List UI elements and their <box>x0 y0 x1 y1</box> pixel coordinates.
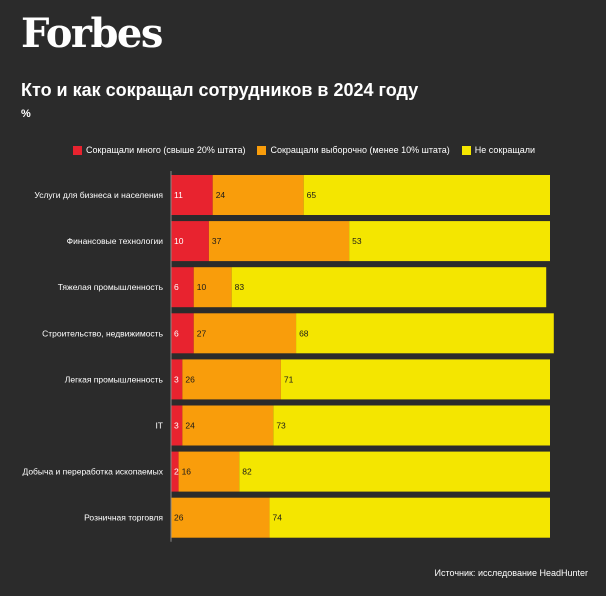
category-label: Тяжелая промышленность <box>58 282 164 292</box>
data-label: 26 <box>185 374 195 384</box>
legend-item-selective: Сокращали выборочно (менее 10% штата) <box>257 145 450 155</box>
bar-segment-0 <box>171 405 183 446</box>
bar-segment-2 <box>296 313 554 354</box>
bar-segment-0 <box>171 359 183 400</box>
data-label: 26 <box>174 513 184 523</box>
bar-segment-2 <box>231 267 547 308</box>
data-label: 37 <box>212 236 222 246</box>
data-label: 2 <box>174 467 179 477</box>
bar-segment-1 <box>171 497 270 538</box>
data-label: 73 <box>276 421 286 431</box>
bar-segment-0 <box>171 267 194 308</box>
category-label: IT <box>155 421 163 431</box>
data-label: 65 <box>307 190 317 200</box>
source-note: Источник: исследование HeadHunter <box>434 568 588 578</box>
data-label: 71 <box>284 374 294 384</box>
bar-segment-1 <box>182 405 274 446</box>
data-label: 82 <box>242 467 252 477</box>
category-label: Услуги для бизнеса и населения <box>34 190 163 200</box>
legend-label-many: Сокращали много (свыше 20% штата) <box>86 145 246 155</box>
legend-swatch-many <box>73 145 82 155</box>
data-label: 74 <box>273 513 283 523</box>
bar-segment-2 <box>239 451 550 492</box>
legend-item-none: Не сокращали <box>461 145 536 155</box>
bar-segment-0 <box>171 221 209 262</box>
bar-segment-2 <box>303 175 550 215</box>
legend: Сокращали много (свыше 20% штата) Сокращ… <box>73 145 547 155</box>
legend-label-none: Не сокращали <box>474 145 536 155</box>
legend-swatch-none <box>461 145 471 155</box>
category-label: Финансовые технологии <box>67 236 164 246</box>
data-label: 24 <box>216 190 226 200</box>
category-label: Легкая промышленность <box>65 374 164 384</box>
data-label: 10 <box>174 236 184 246</box>
forbes-logo: Forbes <box>21 10 163 57</box>
chart-title: Кто и как сокращал сотрудников в 2024 го… <box>21 80 419 100</box>
data-label: 11 <box>174 190 183 200</box>
data-label: 68 <box>299 328 309 338</box>
data-label: 3 <box>174 421 179 431</box>
bar-segment-2 <box>280 359 550 400</box>
unit-label: % <box>21 108 31 120</box>
data-label: 83 <box>235 282 245 292</box>
data-label: 6 <box>174 282 179 292</box>
legend-swatch-selective <box>257 145 267 155</box>
data-label: 3 <box>174 374 179 384</box>
data-label: 53 <box>352 236 362 246</box>
data-label: 10 <box>197 282 207 292</box>
category-label: Добыча и переработка ископаемых <box>22 467 163 477</box>
bar-segment-1 <box>182 359 281 400</box>
bar-segment-2 <box>269 497 550 538</box>
bar-segment-1 <box>193 267 232 308</box>
bar-segment-1 <box>208 221 350 262</box>
bar-segment-1 <box>193 313 297 354</box>
bar-segment-0 <box>171 451 179 492</box>
bar-segment-2 <box>349 221 550 262</box>
data-label: 16 <box>182 467 192 477</box>
legend-item-many: Сокращали много (свыше 20% штата) <box>73 145 245 155</box>
bar-segment-1 <box>178 451 240 492</box>
bar-segment-1 <box>212 175 304 215</box>
category-label: Строительство, недвижимость <box>42 328 163 338</box>
bar-segment-0 <box>171 175 213 215</box>
category-label: Розничная торговля <box>84 513 163 523</box>
legend-label-selective: Сокращали выборочно (менее 10% штата) <box>270 145 450 155</box>
bar-segment-2 <box>273 405 550 446</box>
data-label: 6 <box>174 328 179 338</box>
bar-segment-0 <box>171 313 194 354</box>
data-label: 27 <box>197 328 207 338</box>
data-label: 24 <box>185 421 195 431</box>
